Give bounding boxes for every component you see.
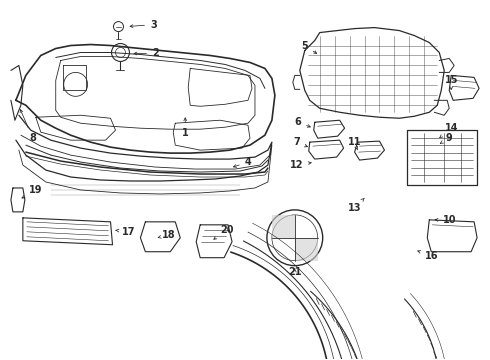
Text: 14: 14: [440, 123, 458, 138]
Text: 7: 7: [294, 137, 307, 147]
Text: 6: 6: [294, 117, 310, 127]
Text: 19: 19: [22, 185, 43, 198]
Text: 9: 9: [441, 133, 453, 143]
Text: 17: 17: [116, 227, 135, 237]
Text: 4: 4: [234, 157, 251, 167]
Text: 8: 8: [20, 109, 36, 143]
Text: 18: 18: [158, 230, 175, 240]
Text: 1: 1: [182, 118, 189, 138]
Text: 10: 10: [435, 215, 456, 225]
Text: 16: 16: [418, 251, 438, 261]
Text: 5: 5: [301, 41, 317, 54]
Text: 2: 2: [134, 49, 159, 58]
Polygon shape: [295, 238, 318, 261]
Text: 15: 15: [444, 75, 458, 90]
Text: 12: 12: [290, 160, 311, 170]
Polygon shape: [272, 215, 295, 238]
Text: 3: 3: [130, 19, 157, 30]
Text: 21: 21: [288, 267, 301, 276]
Text: 11: 11: [348, 137, 361, 150]
Text: 20: 20: [214, 225, 234, 239]
Text: 13: 13: [348, 198, 365, 213]
